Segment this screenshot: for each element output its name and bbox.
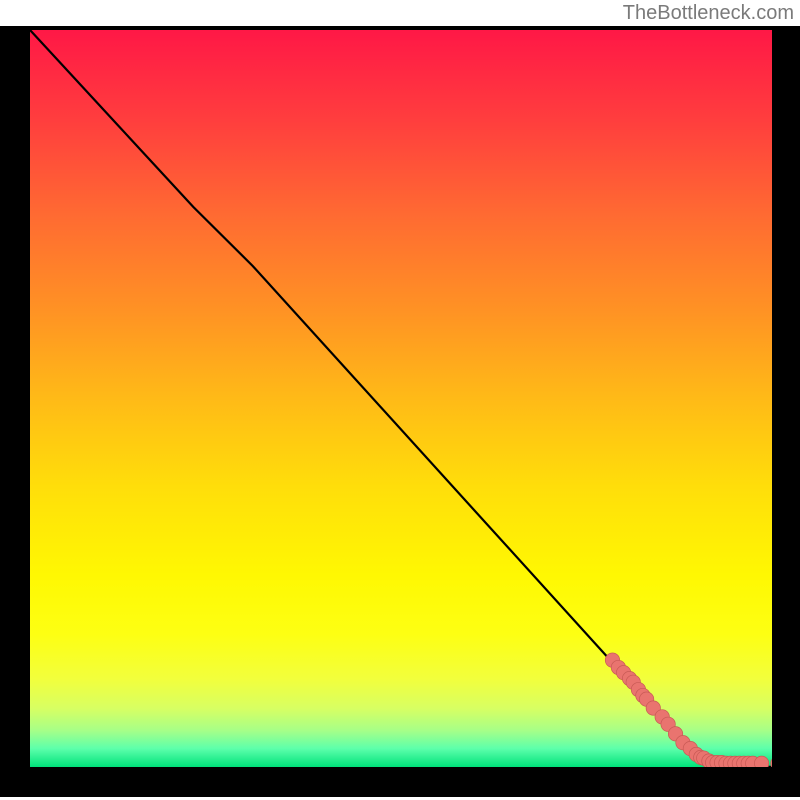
- chart-container: TheBottleneck.com: [0, 0, 800, 800]
- bottleneck-curve-plot: [0, 0, 800, 800]
- gradient-background: [30, 30, 772, 767]
- watermark-text: TheBottleneck.com: [623, 2, 794, 25]
